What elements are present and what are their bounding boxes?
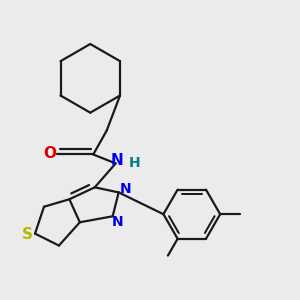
Text: N: N (112, 215, 124, 229)
Text: N: N (120, 182, 132, 196)
Text: H: H (129, 156, 141, 170)
Text: S: S (22, 227, 33, 242)
Text: O: O (43, 146, 56, 161)
Text: N: N (110, 153, 123, 168)
